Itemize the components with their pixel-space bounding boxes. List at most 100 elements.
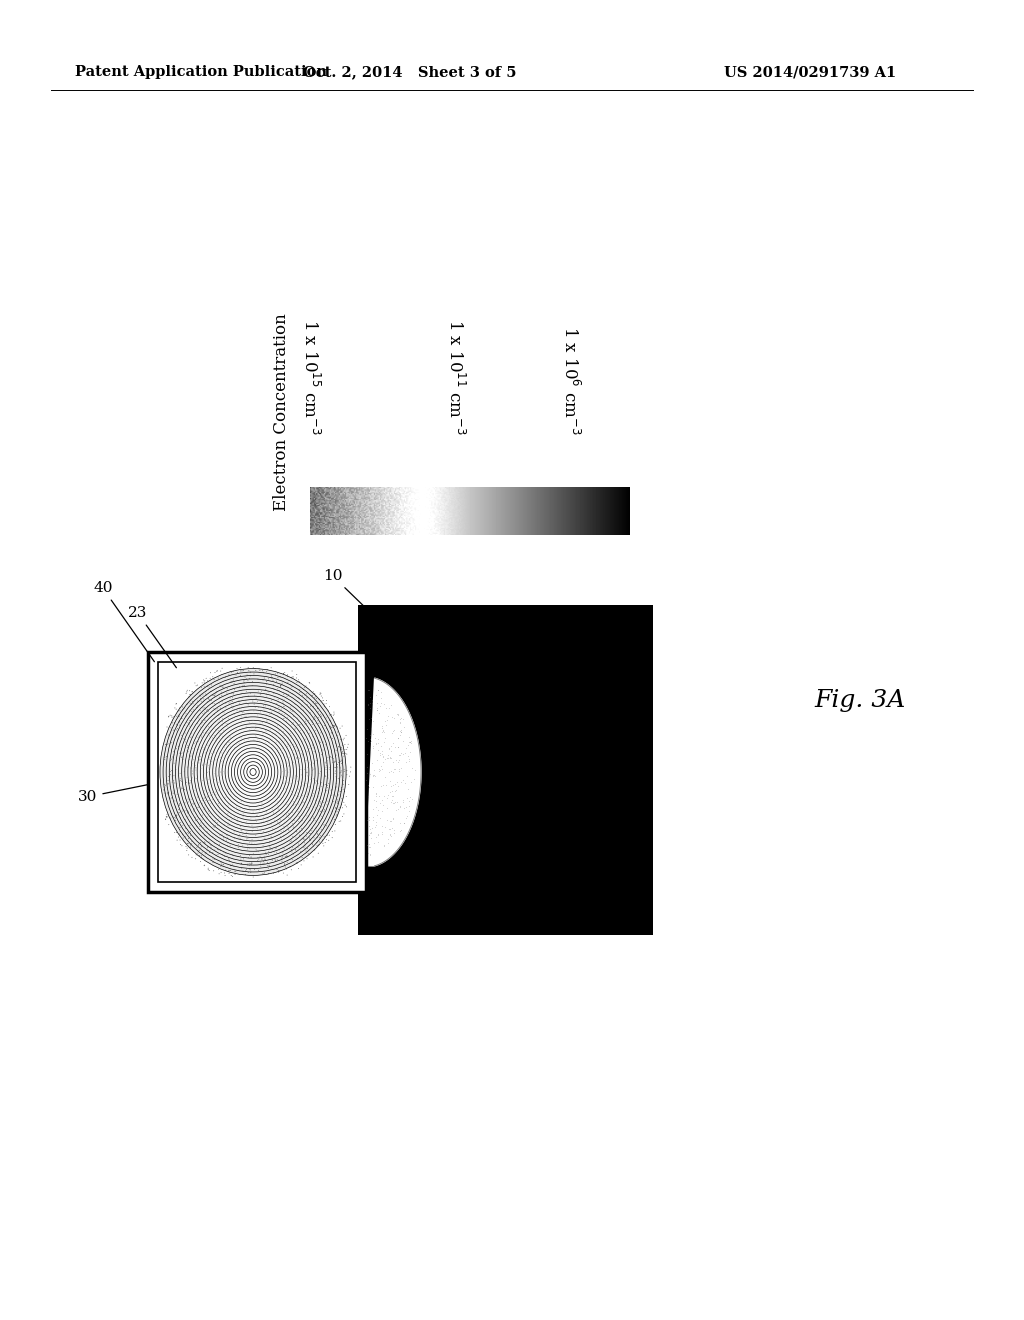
Point bbox=[375, 746, 391, 767]
Point bbox=[174, 824, 190, 845]
Point bbox=[296, 850, 312, 871]
Point bbox=[304, 818, 321, 840]
Point bbox=[397, 808, 414, 829]
Point bbox=[225, 762, 242, 783]
Point bbox=[205, 693, 221, 714]
Point bbox=[306, 759, 323, 780]
Point bbox=[197, 854, 213, 875]
Point bbox=[266, 837, 283, 858]
Point bbox=[247, 657, 263, 678]
Point bbox=[231, 700, 248, 721]
Point bbox=[399, 805, 416, 826]
Point bbox=[288, 766, 304, 787]
Point bbox=[241, 816, 257, 837]
Point bbox=[243, 758, 259, 779]
Point bbox=[184, 681, 201, 702]
Point bbox=[300, 710, 316, 731]
Point bbox=[392, 796, 409, 817]
Point bbox=[237, 800, 253, 821]
Point bbox=[338, 743, 354, 764]
Point bbox=[195, 719, 211, 741]
Point bbox=[263, 668, 280, 689]
Point bbox=[167, 791, 183, 812]
Point bbox=[379, 787, 395, 808]
Point bbox=[222, 777, 239, 799]
Point bbox=[226, 828, 243, 849]
Point bbox=[246, 664, 262, 685]
Point bbox=[226, 700, 243, 721]
Point bbox=[303, 700, 319, 721]
Point bbox=[205, 849, 221, 870]
Point bbox=[360, 694, 377, 715]
Point bbox=[305, 783, 322, 804]
Point bbox=[201, 772, 217, 793]
Point bbox=[212, 762, 228, 783]
Point bbox=[263, 764, 280, 785]
Point bbox=[285, 755, 301, 776]
Point bbox=[370, 750, 386, 771]
Point bbox=[271, 813, 288, 834]
Point bbox=[177, 792, 194, 813]
Point bbox=[397, 797, 414, 818]
Point bbox=[191, 726, 208, 747]
Point bbox=[250, 704, 266, 725]
Point bbox=[205, 685, 221, 706]
Point bbox=[207, 833, 223, 854]
Point bbox=[217, 693, 233, 714]
Point bbox=[222, 781, 239, 803]
Point bbox=[190, 747, 207, 768]
Point bbox=[283, 697, 299, 718]
Point bbox=[244, 821, 260, 842]
Point bbox=[273, 829, 290, 850]
Point bbox=[395, 792, 412, 813]
Point bbox=[194, 814, 210, 836]
Point bbox=[234, 718, 251, 739]
Ellipse shape bbox=[184, 696, 322, 847]
Point bbox=[234, 751, 251, 772]
Point bbox=[270, 859, 287, 880]
Point bbox=[395, 709, 412, 730]
Point bbox=[172, 821, 188, 842]
Point bbox=[295, 780, 311, 801]
Point bbox=[226, 767, 243, 788]
Point bbox=[269, 791, 286, 812]
Point bbox=[280, 851, 296, 873]
Point bbox=[206, 698, 222, 719]
Point bbox=[269, 694, 286, 715]
Point bbox=[267, 764, 284, 785]
Point bbox=[296, 828, 312, 849]
Point bbox=[400, 751, 417, 772]
Point bbox=[180, 824, 197, 845]
Point bbox=[335, 770, 351, 791]
Point bbox=[181, 710, 198, 731]
Point bbox=[260, 737, 276, 758]
Point bbox=[268, 693, 285, 714]
Point bbox=[307, 797, 324, 818]
Point bbox=[282, 833, 298, 854]
Point bbox=[258, 684, 274, 705]
Point bbox=[202, 668, 218, 689]
Point bbox=[279, 710, 295, 731]
Point bbox=[197, 671, 213, 692]
Point bbox=[327, 751, 343, 772]
Point bbox=[376, 836, 392, 857]
Point bbox=[169, 829, 185, 850]
Point bbox=[359, 809, 376, 830]
Point bbox=[269, 810, 286, 832]
Point bbox=[197, 833, 213, 854]
Point bbox=[295, 690, 311, 711]
Point bbox=[270, 719, 287, 741]
Point bbox=[329, 725, 345, 746]
Point bbox=[202, 842, 218, 863]
Point bbox=[336, 759, 352, 780]
Point bbox=[214, 777, 230, 799]
Point bbox=[376, 693, 392, 714]
Point bbox=[319, 825, 336, 846]
Point bbox=[223, 751, 240, 772]
Point bbox=[190, 834, 207, 855]
Point bbox=[386, 759, 402, 780]
Point bbox=[274, 842, 291, 863]
Point bbox=[219, 678, 236, 700]
Point bbox=[178, 682, 195, 704]
Point bbox=[318, 795, 335, 816]
